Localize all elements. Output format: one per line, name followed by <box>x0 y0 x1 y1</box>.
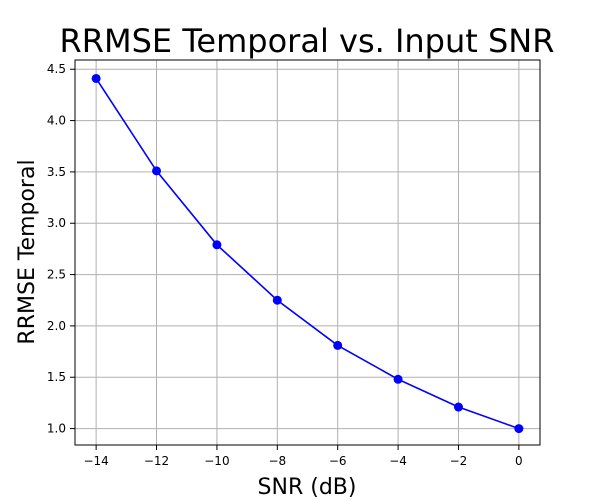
data-point <box>212 240 222 250</box>
x-tick-label: −12 <box>144 454 169 468</box>
y-tick-label: 1.5 <box>47 370 66 384</box>
data-point <box>272 295 282 305</box>
y-tick-label: 3.5 <box>47 165 66 179</box>
x-tick-label: −2 <box>450 454 468 468</box>
x-tick-label: −6 <box>329 454 347 468</box>
y-tick-label: 2.5 <box>47 268 66 282</box>
series-line <box>95 78 520 430</box>
data-point <box>91 73 101 83</box>
data-point <box>453 402 463 412</box>
x-tick-label: 0 <box>515 454 523 468</box>
data-point <box>514 424 524 434</box>
x-tick-label: −8 <box>268 454 286 468</box>
y-tick-label: 2.0 <box>47 319 66 333</box>
y-axis: 1.0 1.5 2.0 2.5 3.0 3.5 4.0 4.5 <box>47 62 75 436</box>
chart-title: RRMSE Temporal vs. Input SNR <box>60 22 555 60</box>
plot-frame <box>74 59 541 446</box>
x-tick-label: −10 <box>204 454 229 468</box>
y-tick-label: 4.0 <box>47 114 66 128</box>
data-point <box>333 340 343 350</box>
x-tick-label: −4 <box>389 454 407 468</box>
y-tick-label: 1.0 <box>47 422 66 436</box>
x-axis: −14 −12 −10 −8 −6 −4 −2 0 <box>83 445 523 468</box>
x-axis-label: SNR (dB) <box>258 475 357 500</box>
y-tick-label: 4.5 <box>47 62 66 76</box>
y-tick-label: 3.0 <box>47 216 66 230</box>
x-tick-label: −14 <box>83 454 108 468</box>
data-point <box>152 166 162 176</box>
data-point <box>393 374 403 384</box>
grid <box>75 60 540 445</box>
y-axis-label: RRMSE Temporal <box>15 159 40 344</box>
series-layer <box>91 73 524 434</box>
